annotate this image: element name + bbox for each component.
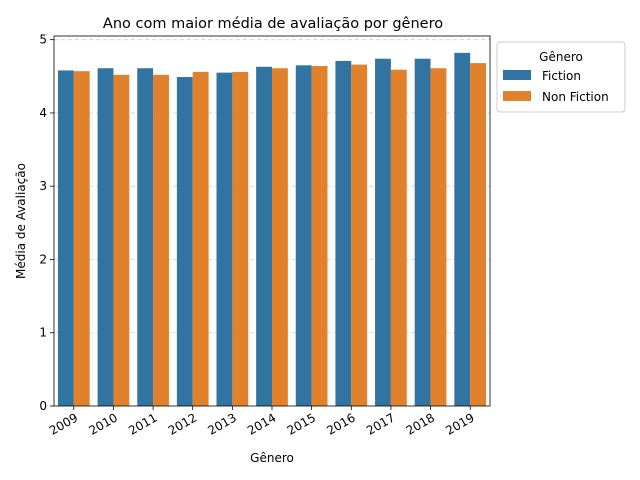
bar-non-fiction-2017: [390, 69, 407, 406]
bar-non-fiction-2010: [113, 74, 130, 407]
y-tick-label: 1: [39, 326, 47, 340]
legend: Gênero Fiction Non Fiction: [496, 41, 626, 113]
bar-fiction-2019: [454, 52, 471, 406]
x-tick-label: 2017: [364, 410, 397, 437]
bar-fiction-2010: [97, 68, 114, 407]
bar-fiction-2013: [216, 72, 233, 406]
bar-non-fiction-2011: [153, 74, 169, 407]
x-axis: 2009 2010 2011 2012 2013 2014 2015 2016 2017 2018…: [47, 406, 477, 438]
legend-swatch-non-fiction: [503, 91, 531, 101]
bars: [57, 52, 487, 407]
x-tick-label: 2011: [126, 410, 159, 437]
y-tick-label: 2: [39, 252, 47, 266]
y-axis-title: Média de Avaliação: [14, 163, 28, 279]
bar-fiction-2017: [375, 58, 391, 407]
bar-non-fiction-2018: [430, 68, 447, 407]
x-tick-label: 2014: [245, 410, 278, 437]
bar-fiction-2012: [176, 77, 193, 407]
bar-fiction-2009: [57, 70, 74, 407]
y-tick-label: 3: [39, 179, 47, 193]
bar-fiction-2018: [414, 58, 431, 407]
y-tick-label: 5: [39, 33, 47, 47]
bar-non-fiction-2014: [272, 68, 288, 407]
bar-non-fiction-2016: [351, 64, 368, 407]
x-tick-label: 2015: [285, 410, 318, 437]
legend-label-fiction: Fiction: [542, 69, 581, 83]
bar-non-fiction-2009: [73, 71, 90, 406]
x-tick-label: 2016: [324, 410, 357, 437]
x-axis-title: Gênero: [250, 451, 294, 465]
bar-non-fiction-2019: [470, 63, 487, 406]
chart-title: Ano com maior média de avaliação por gên…: [103, 16, 443, 32]
x-tick-label: 2010: [87, 410, 120, 437]
bar-fiction-2014: [256, 66, 272, 406]
x-tick-label: 2012: [166, 410, 199, 437]
x-tick-label: 2018: [404, 410, 437, 437]
bar-fiction-2011: [137, 68, 154, 407]
y-axis: 0 1 2 3 4 5: [39, 33, 54, 413]
y-tick-label: 4: [39, 106, 47, 120]
legend-label-non-fiction: Non Fiction: [542, 90, 609, 104]
bar-non-fiction-2012: [192, 71, 209, 406]
legend-swatch-fiction: [503, 70, 531, 80]
bar-non-fiction-2013: [232, 71, 249, 406]
bar-fiction-2015: [295, 65, 312, 406]
legend-title: Gênero: [539, 50, 583, 64]
x-tick-label: 2009: [47, 410, 80, 437]
bar-fiction-2016: [335, 60, 352, 407]
x-tick-label: 2013: [205, 410, 238, 437]
bar-non-fiction-2015: [311, 66, 328, 406]
y-tick-label: 0: [39, 399, 47, 413]
x-tick-label: 2019: [443, 410, 476, 437]
